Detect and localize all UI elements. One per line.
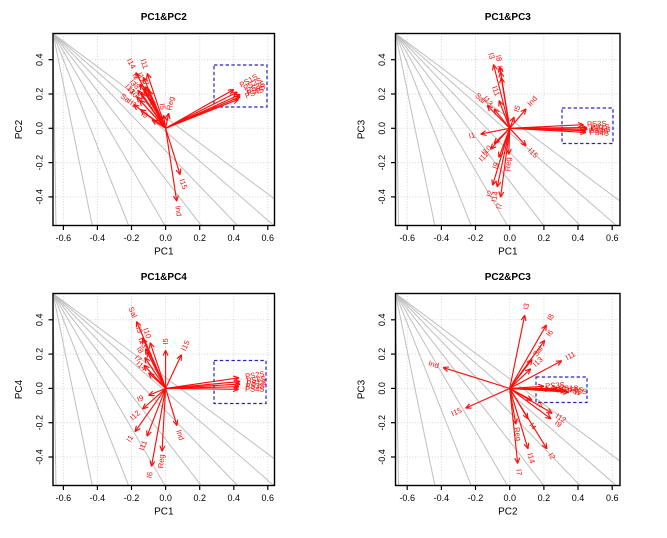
svg-text:PC2: PC2 xyxy=(14,119,25,139)
svg-text:0.2: 0.2 xyxy=(35,348,45,361)
svg-text:Reg: Reg xyxy=(156,454,166,468)
svg-text:PC3: PC3 xyxy=(357,119,368,139)
svg-text:0.2: 0.2 xyxy=(377,348,387,361)
svg-text:0.2: 0.2 xyxy=(538,493,551,503)
svg-text:0.0: 0.0 xyxy=(377,382,387,395)
svg-text:0.6: 0.6 xyxy=(262,493,275,503)
svg-text:0.4: 0.4 xyxy=(377,314,387,327)
svg-text:-0.6: -0.6 xyxy=(399,233,415,243)
svg-text:0.0: 0.0 xyxy=(377,122,387,135)
svg-text:-0.6: -0.6 xyxy=(399,493,415,503)
svg-text:-0.2: -0.2 xyxy=(377,155,387,171)
svg-text:PC4: PC4 xyxy=(14,379,25,399)
svg-text:PC3: PC3 xyxy=(357,379,368,399)
svg-text:Ind: Ind xyxy=(173,205,183,217)
svg-text:0.2: 0.2 xyxy=(193,493,206,503)
svg-text:-0.4: -0.4 xyxy=(90,493,106,503)
svg-text:PC1&PC4: PC1&PC4 xyxy=(141,272,188,283)
svg-text:0.2: 0.2 xyxy=(538,233,551,243)
svg-text:0.0: 0.0 xyxy=(503,493,516,503)
svg-text:PC1&PC3: PC1&PC3 xyxy=(485,12,532,23)
svg-text:PC2&PC3: PC2&PC3 xyxy=(485,272,532,283)
svg-text:PC1&PC2: PC1&PC2 xyxy=(141,12,188,23)
svg-text:0.0: 0.0 xyxy=(159,233,172,243)
svg-text:0.0: 0.0 xyxy=(503,233,516,243)
svg-text:-0.6: -0.6 xyxy=(56,233,72,243)
svg-text:0.4: 0.4 xyxy=(572,493,585,503)
svg-text:-0.2: -0.2 xyxy=(35,155,45,171)
svg-text:0.2: 0.2 xyxy=(377,88,387,101)
svg-text:PC1: PC1 xyxy=(154,247,174,258)
svg-text:PS4S: PS4S xyxy=(589,128,609,138)
svg-text:0.6: 0.6 xyxy=(606,493,619,503)
svg-text:I5: I5 xyxy=(161,338,170,344)
svg-text:-0.4: -0.4 xyxy=(90,233,106,243)
svg-text:-0.2: -0.2 xyxy=(35,415,45,431)
svg-text:0.4: 0.4 xyxy=(35,314,45,327)
svg-text:PC1: PC1 xyxy=(154,507,174,518)
svg-text:I1: I1 xyxy=(574,388,581,397)
svg-text:-0.4: -0.4 xyxy=(434,233,450,243)
svg-text:-0.2: -0.2 xyxy=(124,493,140,503)
svg-text:-0.2: -0.2 xyxy=(468,493,484,503)
svg-text:0.0: 0.0 xyxy=(159,493,172,503)
svg-text:-0.2: -0.2 xyxy=(377,415,387,431)
svg-text:PC1: PC1 xyxy=(498,247,518,258)
svg-text:I7: I7 xyxy=(494,202,504,209)
svg-text:-0.4: -0.4 xyxy=(35,189,45,205)
svg-text:-0.2: -0.2 xyxy=(124,233,140,243)
svg-text:-0.4: -0.4 xyxy=(377,449,387,465)
svg-text:PC2: PC2 xyxy=(498,507,518,518)
svg-text:-0.4: -0.4 xyxy=(377,189,387,205)
svg-text:0.0: 0.0 xyxy=(35,382,45,395)
svg-text:0.6: 0.6 xyxy=(262,233,275,243)
svg-text:-0.6: -0.6 xyxy=(56,493,72,503)
svg-text:0.6: 0.6 xyxy=(606,233,619,243)
svg-text:0.4: 0.4 xyxy=(35,53,45,66)
svg-text:0.2: 0.2 xyxy=(193,233,206,243)
svg-text:0.4: 0.4 xyxy=(572,233,585,243)
svg-text:-0.2: -0.2 xyxy=(468,233,484,243)
svg-text:-0.4: -0.4 xyxy=(35,449,45,465)
svg-text:-0.4: -0.4 xyxy=(434,493,450,503)
svg-text:0.4: 0.4 xyxy=(377,53,387,66)
svg-text:0.4: 0.4 xyxy=(228,493,241,503)
svg-text:0.0: 0.0 xyxy=(35,122,45,135)
svg-text:0.4: 0.4 xyxy=(228,233,241,243)
svg-text:0.2: 0.2 xyxy=(35,88,45,101)
svg-text:I7: I7 xyxy=(514,469,524,476)
svg-text:PS4S: PS4S xyxy=(245,384,265,393)
